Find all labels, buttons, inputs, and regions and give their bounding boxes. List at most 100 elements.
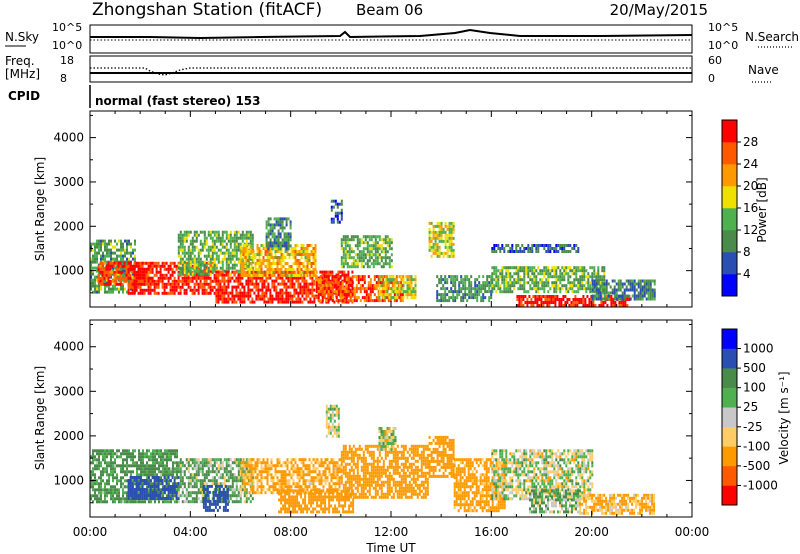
heatmap-cell [321, 276, 324, 280]
heatmap-cell [601, 282, 604, 286]
heatmap-cell [162, 491, 164, 495]
heatmap-cell [347, 273, 350, 277]
heatmap-cell [185, 276, 188, 280]
heatmap-cell [450, 239, 453, 243]
heatmap-cell [376, 247, 379, 251]
heatmap-cell [158, 467, 160, 471]
heatmap-cell [613, 285, 616, 289]
heatmap-cell [289, 244, 292, 248]
heatmap-cell [237, 282, 240, 286]
heatmap-cell [96, 449, 98, 453]
heatmap-cell [231, 270, 234, 274]
heatmap-cell [113, 270, 116, 274]
heatmap-cell [106, 470, 108, 474]
heatmap-cell [414, 278, 417, 282]
heatmap-cell [402, 290, 405, 294]
heatmap-cell [397, 293, 400, 297]
heatmap-cell [274, 256, 277, 259]
heatmap-cell [653, 291, 656, 295]
nave-tick-top: 60 [708, 54, 722, 67]
heatmap-cell [373, 278, 376, 282]
heatmap-cell [251, 233, 254, 237]
heatmap-cell [179, 269, 182, 273]
heatmap-cell [559, 272, 562, 276]
colorbar-tick-label: 8 [743, 245, 751, 259]
heatmap-cell [229, 251, 232, 255]
heatmap-cell [649, 282, 652, 286]
heatmap-cell [149, 285, 152, 289]
heatmap-cell [229, 236, 232, 240]
heatmap-cell [201, 282, 204, 286]
heatmap-cell [299, 297, 302, 301]
heatmap-cell [130, 254, 132, 258]
heatmap-cell [115, 279, 118, 283]
heatmap-cell [99, 276, 102, 280]
heatmap-cell [191, 485, 194, 489]
heatmap-cell [285, 232, 288, 236]
heatmap-cell [133, 270, 136, 274]
heatmap-cell [121, 276, 124, 280]
heatmap-cell [227, 239, 230, 243]
heatmap-cell [130, 242, 132, 246]
heatmap-cell [141, 291, 144, 295]
cpid-text: normal (fast stereo) 153 [95, 94, 261, 108]
heatmap-cell [247, 233, 250, 237]
heatmap-cell [129, 485, 132, 488]
heatmap-cell [201, 485, 204, 489]
heatmap-cell [382, 247, 385, 251]
heatmap-cell [98, 500, 100, 504]
heatmap-cell [189, 491, 192, 495]
heatmap-cell [490, 275, 493, 279]
heatmap-cell [495, 244, 498, 247]
heatmap-cell [559, 269, 562, 273]
heatmap-cell [201, 276, 204, 280]
heatmap-cell [643, 291, 646, 295]
heatmap-cell [301, 279, 304, 283]
heatmap-cell [246, 247, 249, 250]
heatmap-cell [297, 276, 300, 280]
heatmap-cell [277, 276, 280, 280]
heatmap-cell [118, 497, 120, 501]
heatmap-cell [114, 251, 116, 255]
heatmap-cell [98, 497, 100, 501]
heatmap-cell [155, 291, 158, 295]
heatmap-cell [119, 282, 122, 286]
heatmap-cell [177, 248, 180, 252]
heatmap-cell [623, 294, 626, 298]
heatmap-cell [209, 266, 212, 270]
heatmap-cell [593, 297, 596, 301]
heatmap-cell [287, 247, 290, 251]
heatmap-cell [126, 461, 128, 465]
heatmap-cell [104, 449, 106, 453]
heatmap-cell [296, 259, 299, 262]
heatmap-cell [358, 253, 361, 257]
heatmap-cell [189, 458, 192, 462]
heatmap-cell [462, 296, 465, 300]
heatmap-cell [633, 294, 636, 298]
heatmap-cell [105, 276, 108, 280]
heatmap-cell [342, 241, 345, 245]
heatmap-cell [337, 270, 340, 274]
heatmap-cell [167, 276, 170, 280]
heatmap-cell [207, 245, 210, 249]
heatmap-cell [327, 299, 330, 303]
heatmap-cell [118, 479, 120, 483]
heatmap-cell [254, 274, 257, 277]
heatmap-cell [276, 247, 279, 250]
heatmap-cell [643, 285, 646, 289]
heatmap-cell [102, 242, 104, 246]
heatmap-cell [227, 266, 230, 270]
heatmap-cell [344, 262, 347, 266]
heatmap-cell [452, 251, 455, 255]
heatmap-cell [106, 482, 108, 486]
heatmap-cell [543, 244, 546, 247]
heatmap-cell [446, 251, 449, 255]
heatmap-cell [124, 470, 126, 474]
heatmap-cell [231, 291, 234, 295]
heatmap-cell [90, 257, 92, 261]
heatmap-cell [440, 296, 443, 300]
heatmap-cell [153, 488, 156, 491]
heatmap-cell [110, 491, 112, 495]
heatmap-cell [363, 299, 366, 303]
heatmap-cell [207, 260, 210, 264]
